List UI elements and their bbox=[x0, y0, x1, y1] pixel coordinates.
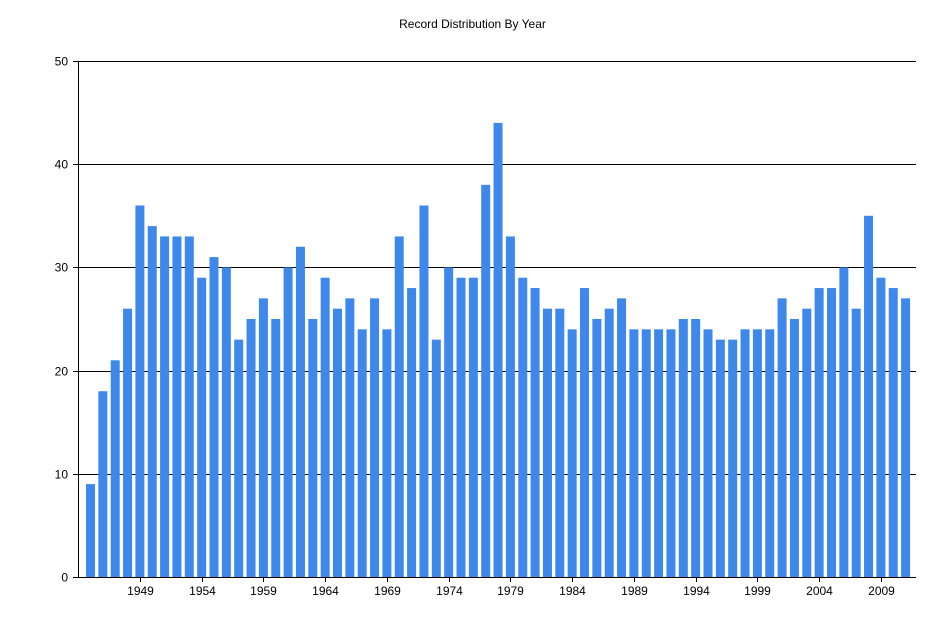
bar-1986 bbox=[592, 319, 602, 577]
bar-1988 bbox=[617, 298, 627, 577]
bar-2008 bbox=[864, 215, 874, 578]
bar-1971 bbox=[407, 288, 417, 577]
x-tick-label: 1979 bbox=[497, 584, 524, 598]
bar-2006 bbox=[839, 267, 849, 577]
bar-1984 bbox=[567, 329, 577, 577]
bar-1975 bbox=[456, 277, 466, 577]
y-tick-label: 50 bbox=[55, 55, 69, 69]
bar-1945 bbox=[86, 484, 95, 577]
bar-1997 bbox=[728, 339, 738, 577]
x-tick-label: 2009 bbox=[868, 584, 895, 598]
x-tick-label: 1954 bbox=[189, 584, 216, 598]
bar-2003 bbox=[802, 308, 812, 577]
bar-1958 bbox=[246, 319, 256, 577]
bars bbox=[86, 122, 911, 578]
axes: 0 10 20 30 40 50 1949 1954 1959 1964 1969 1974 1979 1… bbox=[55, 55, 916, 598]
bar-1979 bbox=[505, 236, 515, 577]
bar-1987 bbox=[604, 308, 614, 577]
bar-1992 bbox=[666, 329, 676, 577]
bar-2002 bbox=[789, 319, 799, 577]
bar-1980 bbox=[518, 277, 528, 577]
bar-2009 bbox=[876, 277, 886, 577]
bar-1951 bbox=[160, 236, 170, 577]
bar-1963 bbox=[308, 319, 318, 577]
bar-1962 bbox=[295, 246, 305, 577]
bar-1993 bbox=[678, 319, 688, 577]
bar-2001 bbox=[777, 298, 787, 577]
bar-1955 bbox=[209, 257, 219, 577]
bar-2011 bbox=[901, 298, 911, 577]
bar-1990 bbox=[641, 329, 651, 577]
bar-2007 bbox=[851, 308, 861, 577]
bar-1964 bbox=[320, 277, 330, 577]
x-tick-label: 1964 bbox=[312, 584, 339, 598]
x-tick-label: 1959 bbox=[250, 584, 277, 598]
x-tick-label: 1989 bbox=[621, 584, 648, 598]
chart-title: Record Distribution By Year bbox=[399, 17, 546, 31]
bar-1999 bbox=[752, 329, 762, 577]
bar-1950 bbox=[147, 226, 157, 577]
bar-1994 bbox=[691, 319, 701, 577]
bar-1991 bbox=[654, 329, 664, 577]
bar-1989 bbox=[629, 329, 639, 577]
bar-1949 bbox=[135, 205, 145, 578]
x-tick-label: 2004 bbox=[806, 584, 833, 598]
bar-2004 bbox=[814, 288, 824, 577]
x-tick-label: 1974 bbox=[436, 584, 463, 598]
bar-1998 bbox=[740, 329, 750, 577]
y-tick-label: 10 bbox=[55, 468, 69, 482]
bar-1959 bbox=[258, 298, 268, 577]
bar-1947 bbox=[110, 360, 120, 577]
bar-1978 bbox=[493, 122, 503, 578]
bar-1970 bbox=[394, 236, 404, 577]
bar-1965 bbox=[333, 308, 342, 577]
bar-1977 bbox=[481, 184, 491, 577]
bar-2000 bbox=[765, 329, 775, 577]
bar-1953 bbox=[184, 236, 194, 577]
bar-1960 bbox=[271, 319, 281, 577]
bar-1996 bbox=[715, 339, 725, 577]
y-tick-label: 40 bbox=[55, 158, 69, 172]
x-tick-label: 1984 bbox=[559, 584, 586, 598]
bar-1961 bbox=[283, 267, 293, 577]
bar-1956 bbox=[221, 267, 231, 577]
x-tick-label: 1994 bbox=[683, 584, 710, 598]
y-tick-label: 30 bbox=[55, 261, 69, 275]
bar-1981 bbox=[530, 288, 540, 577]
bar-1972 bbox=[419, 205, 429, 578]
bar-1952 bbox=[172, 236, 182, 577]
bar-1966 bbox=[345, 298, 355, 577]
bar-2010 bbox=[888, 288, 898, 577]
bar-1982 bbox=[542, 308, 552, 577]
bar-1954 bbox=[197, 277, 207, 577]
bar-1957 bbox=[234, 339, 244, 577]
y-tick-label: 20 bbox=[55, 365, 69, 379]
bar-1967 bbox=[357, 329, 367, 577]
bar-2005 bbox=[827, 288, 836, 577]
bar-1985 bbox=[580, 288, 589, 577]
x-tick-label: 1949 bbox=[127, 584, 154, 598]
bar-1974 bbox=[444, 267, 454, 577]
bar-1973 bbox=[431, 339, 441, 577]
bar-1969 bbox=[382, 329, 392, 577]
bar-1976 bbox=[468, 277, 478, 577]
x-tick-label: 1999 bbox=[744, 584, 771, 598]
bar-1948 bbox=[123, 308, 133, 577]
bar-1995 bbox=[703, 329, 713, 577]
x-tick-label: 1969 bbox=[374, 584, 401, 598]
bar-1983 bbox=[555, 308, 565, 577]
bar-1968 bbox=[370, 298, 380, 577]
bar-1946 bbox=[98, 391, 108, 577]
y-tick-label: 0 bbox=[61, 571, 68, 585]
